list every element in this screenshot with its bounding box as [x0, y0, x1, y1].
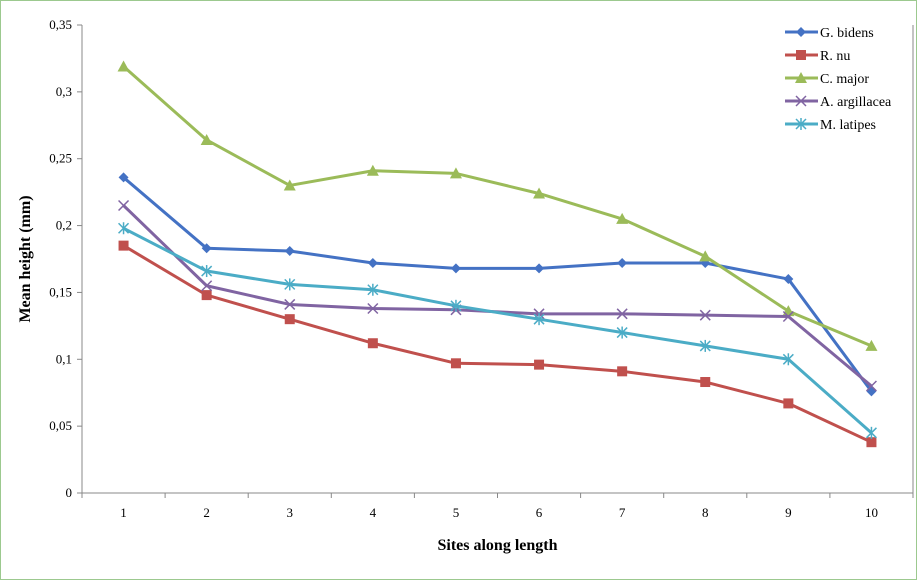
data-point-a-argillacea: [367, 302, 379, 315]
data-point-c-major: [616, 212, 629, 224]
data-point-r-nu: [367, 338, 378, 349]
series-line-r-nu: [122, 244, 873, 444]
data-point-a-argillacea: [201, 280, 213, 292]
x-ticks: 1 2 3 4 5 6 7 8 9 10: [81, 493, 914, 520]
x-axis-title: Sites along length: [437, 537, 557, 554]
data-point-r-nu: [700, 377, 711, 388]
legend: G. bidens R. nu C. major A. argillacea M. la…: [785, 26, 892, 133]
data-point-r-nu: [450, 358, 461, 369]
series-r-nu: [118, 240, 877, 448]
x-tick-label: 6: [536, 505, 543, 520]
data-point-g-bidens: [450, 263, 461, 274]
data-point-g-bidens: [783, 274, 794, 285]
y-tick-label: 0,3: [56, 84, 72, 99]
series-line-g-bidens: [122, 176, 873, 393]
data-point-r-nu: [201, 290, 212, 301]
data-point-g-bidens: [367, 258, 378, 269]
data-point-m-latipes: [865, 426, 877, 439]
x-tick-label: 3: [287, 505, 294, 520]
legend-marker: [796, 50, 806, 60]
data-point-m-latipes: [699, 339, 711, 352]
data-point-c-major: [200, 133, 213, 145]
legend-item: G. bidens: [785, 26, 874, 41]
data-point-c-major: [117, 60, 130, 72]
y-ticks: 0 0,05 0,1 0,15 0,2 0,25 0,3 0,35: [49, 17, 82, 500]
legend-marker: [795, 95, 807, 107]
data-point-r-nu: [284, 314, 295, 325]
x-tick-label: 8: [702, 505, 709, 520]
x-tick-label: 9: [785, 505, 792, 520]
series-line-c-major: [122, 65, 873, 348]
data-point-g-bidens: [201, 243, 212, 254]
data-point-a-argillacea: [616, 308, 628, 320]
axes: [81, 25, 914, 494]
legend-item: M. latipes: [785, 118, 876, 133]
data-point-c-major: [366, 164, 379, 176]
data-point-c-major: [449, 167, 462, 179]
data-point-r-nu: [534, 359, 545, 370]
data-point-r-nu: [118, 240, 129, 251]
y-tick-label: 0,1: [56, 351, 72, 366]
x-tick-label: 1: [120, 505, 127, 520]
y-tick-label: 0,35: [49, 17, 72, 32]
legend-marker: [795, 72, 807, 83]
legend-item: A. argillacea: [785, 95, 892, 110]
data-point-a-argillacea: [284, 298, 296, 310]
data-point-m-latipes: [367, 283, 379, 296]
series-layer: [117, 60, 878, 448]
series-g-bidens: [118, 172, 877, 397]
series-c-major: [117, 60, 878, 351]
data-point-g-bidens: [284, 245, 295, 256]
data-point-a-argillacea: [782, 310, 794, 323]
data-point-m-latipes: [284, 278, 296, 291]
data-point-a-argillacea: [865, 380, 877, 392]
data-point-g-bidens: [534, 263, 545, 274]
data-point-a-argillacea: [118, 199, 130, 212]
data-point-m-latipes: [118, 222, 130, 235]
data-point-m-latipes: [201, 265, 213, 278]
y-tick-label: 0: [66, 485, 73, 500]
legend-label: G. bidens: [820, 26, 874, 41]
data-point-g-bidens: [617, 258, 628, 269]
x-tick-label: 7: [619, 505, 626, 520]
y-tick-label: 0,2: [56, 218, 72, 233]
legend-marker: [796, 27, 806, 37]
data-point-c-major: [865, 339, 878, 351]
x-tick-label: 5: [453, 505, 460, 520]
data-point-m-latipes: [533, 313, 545, 326]
x-tick-label: 4: [370, 505, 377, 520]
legend-label: R. nu: [820, 49, 850, 64]
data-point-m-latipes: [616, 326, 628, 339]
y-axis-title: Mean height (mm): [17, 195, 34, 322]
legend-item: C. major: [785, 72, 869, 87]
data-point-m-latipes: [782, 353, 794, 366]
legend-label: M. latipes: [820, 118, 876, 133]
data-point-c-major: [533, 187, 546, 199]
x-tick-label: 2: [203, 505, 210, 520]
x-tick-label: 10: [865, 505, 878, 520]
y-tick-label: 0,25: [49, 151, 72, 166]
y-tick-label: 0,05: [49, 418, 72, 433]
series-line-a-argillacea: [122, 204, 873, 388]
data-point-r-nu: [866, 437, 877, 448]
data-point-a-argillacea: [699, 309, 711, 321]
legend-marker: [795, 118, 807, 130]
data-point-c-major: [699, 250, 712, 262]
y-tick-label: 0,15: [49, 284, 72, 299]
data-point-c-major: [283, 179, 296, 191]
data-point-m-latipes: [450, 299, 462, 312]
legend-label: C. major: [820, 72, 869, 87]
legend-label: A. argillacea: [820, 95, 892, 110]
data-point-g-bidens: [118, 172, 129, 183]
legend-item: R. nu: [785, 49, 850, 64]
series-m-latipes: [118, 222, 877, 439]
data-point-r-nu: [617, 366, 628, 377]
data-point-r-nu: [783, 398, 794, 409]
series-line-m-latipes: [122, 226, 873, 434]
